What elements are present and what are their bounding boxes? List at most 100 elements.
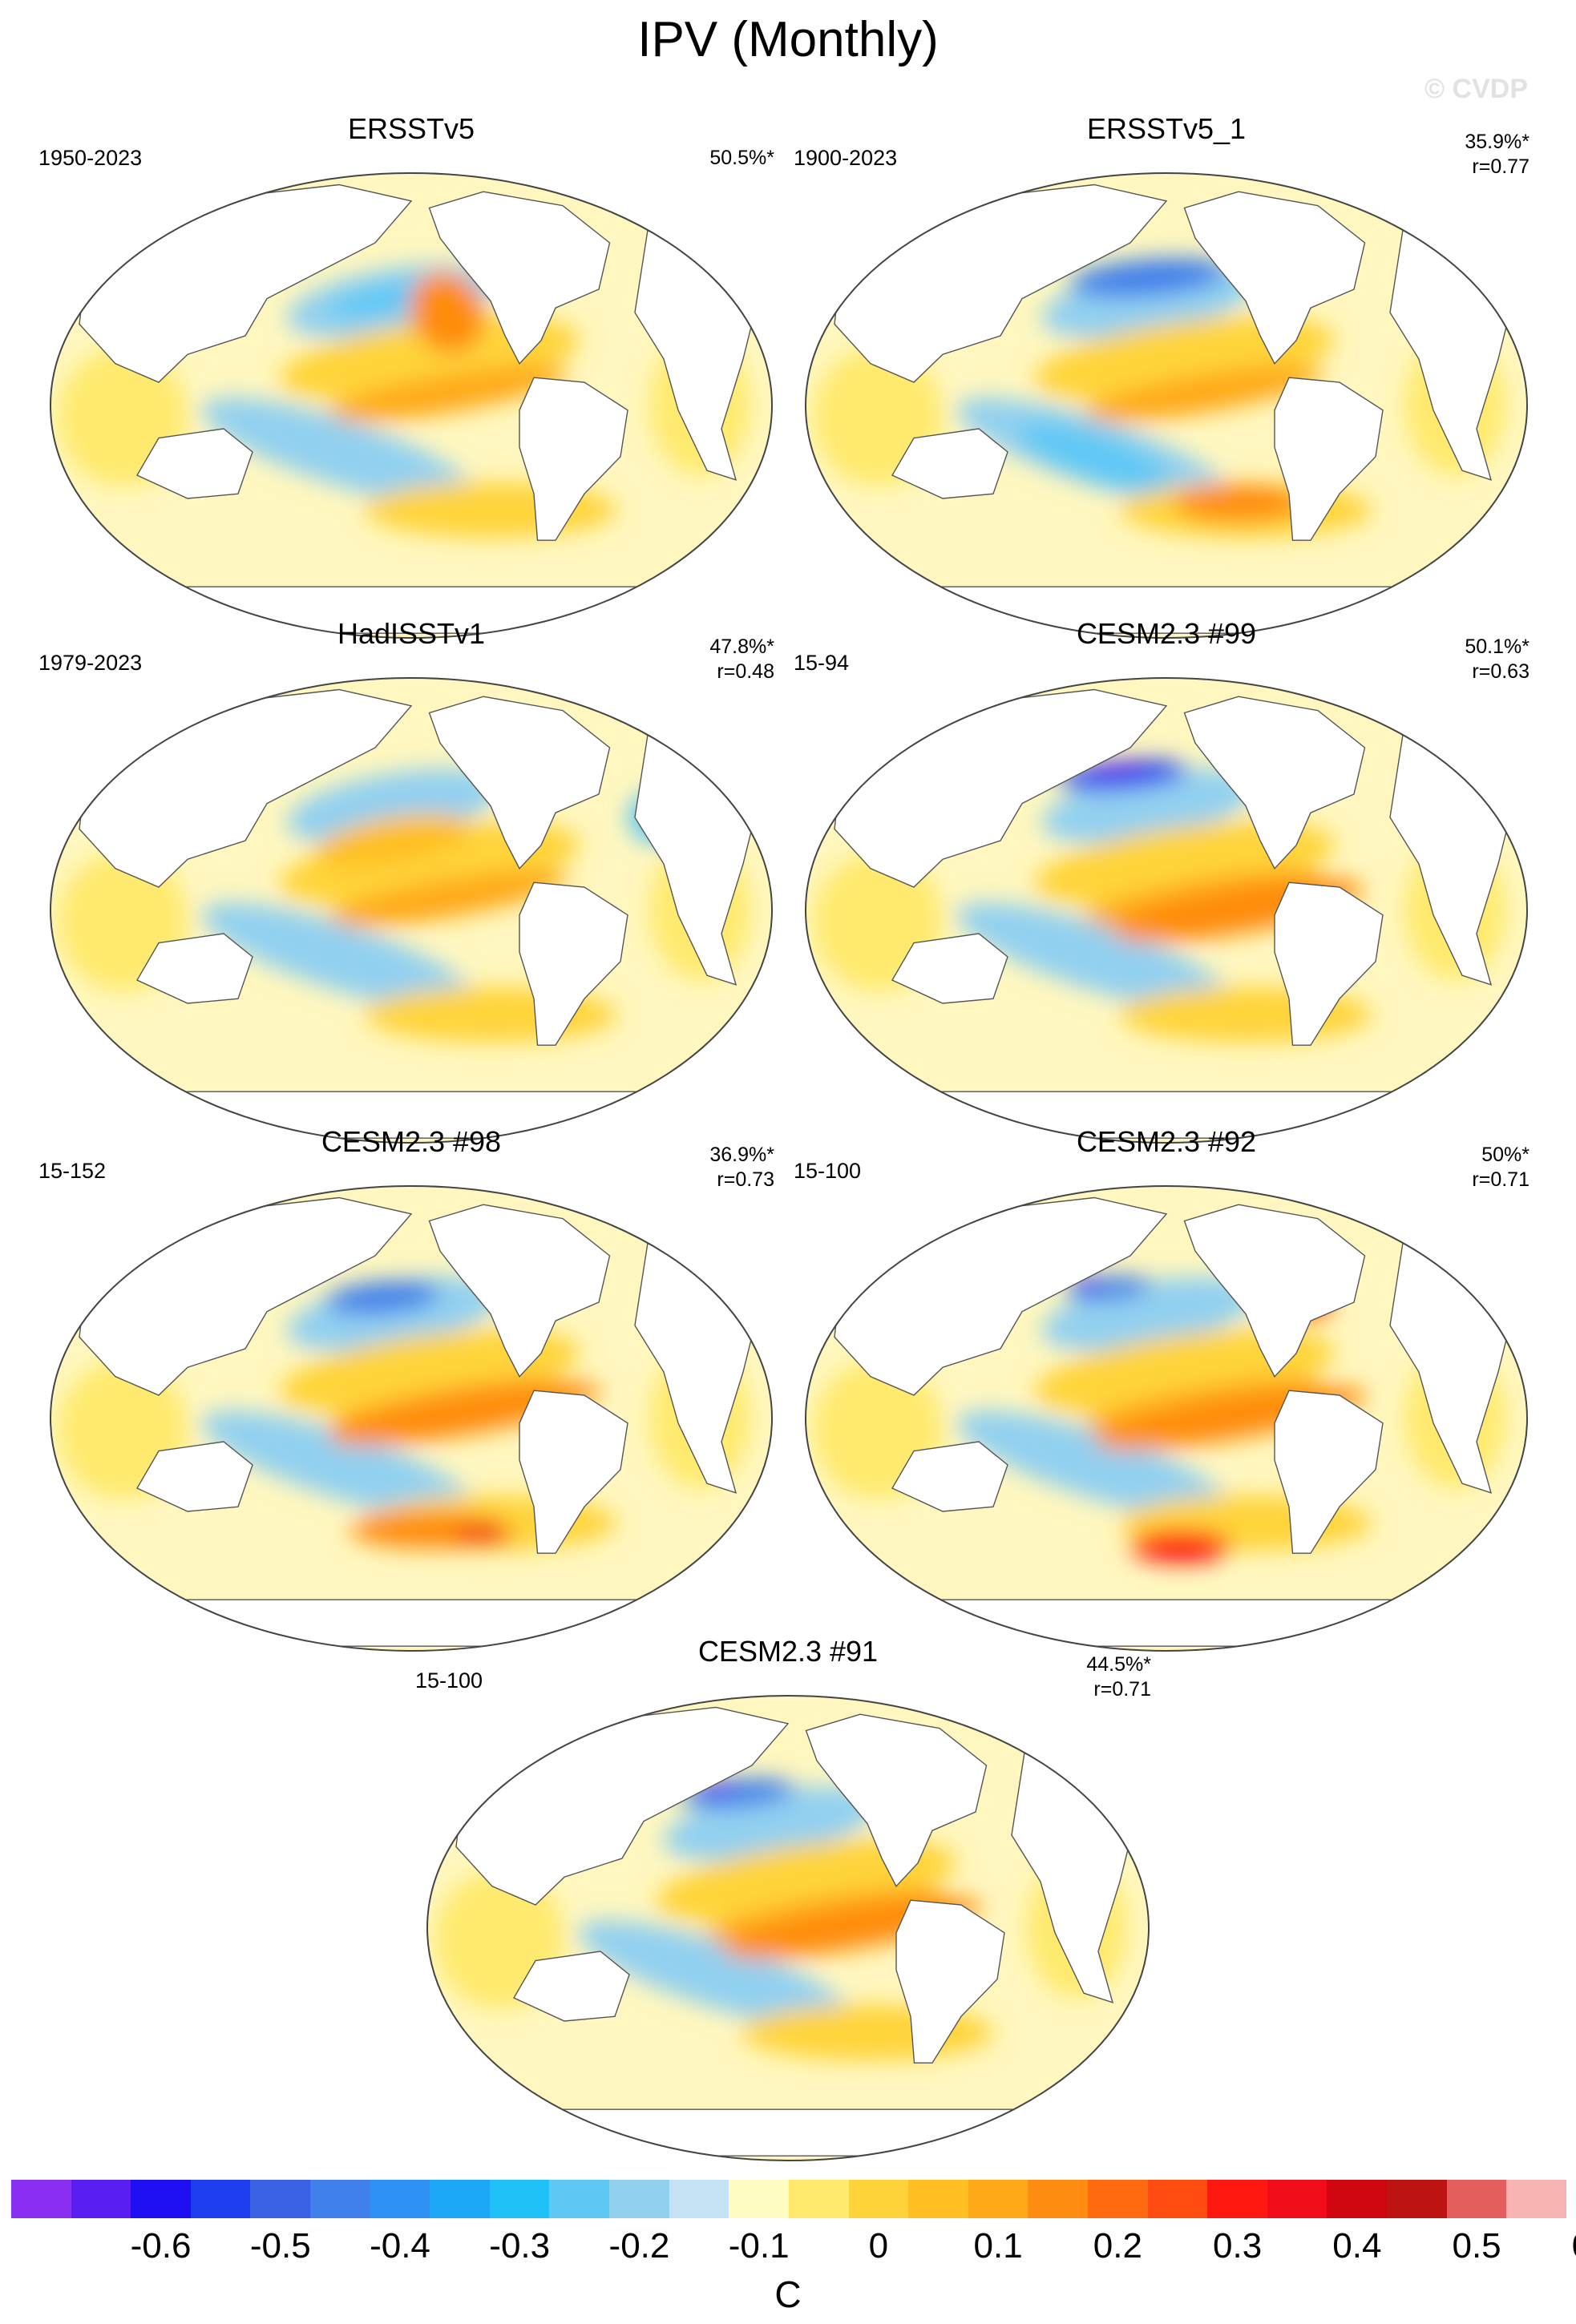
panel-pattern-correlation: r=0.77 <box>1472 155 1530 178</box>
panel-variance-pct: 35.9%* <box>1465 131 1530 153</box>
map-panel: CESM2.3 #92 15-100 50%* r=0.71 <box>794 1125 1539 1670</box>
colorbar-swatch <box>1506 2180 1566 2218</box>
panel-variance-pct: 50.1%* <box>1465 635 1530 658</box>
anomaly-region <box>325 1281 440 1315</box>
panel-period: 1950-2023 <box>38 146 143 170</box>
land-mask <box>136 428 253 499</box>
panel-stats: 35.9%* r=0.77 <box>1465 130 1530 180</box>
colorbar-swatch <box>609 2180 669 2218</box>
panel-title: CESM2.3 #91 <box>697 1635 879 1668</box>
colorbar-swatch <box>1087 2180 1148 2218</box>
panel-pattern-correlation: r=0.71 <box>1093 1678 1151 1701</box>
colorbar-tick-label: -0.6 <box>130 2226 192 2265</box>
panel-period: 1900-2023 <box>794 146 898 170</box>
land-mask <box>136 1441 253 1512</box>
map-outline <box>805 172 1528 639</box>
sst-regression-map <box>50 172 773 639</box>
colorbar-swatch <box>310 2180 370 2218</box>
land-mask <box>805 1713 988 1888</box>
panel-variance-pct: 44.5%* <box>1086 1653 1151 1676</box>
anomaly-region <box>956 1410 1232 1519</box>
anomaly-region <box>1130 1530 1231 1563</box>
map-outline <box>50 172 773 639</box>
sst-regression-map <box>805 677 1528 1144</box>
anomaly-region <box>956 902 1232 1011</box>
anomaly-region <box>455 1525 512 1544</box>
panel-pattern-correlation: r=0.71 <box>1472 1168 1530 1191</box>
panel-title: ERSSTv5 <box>347 112 475 145</box>
panel-variance-pct: 47.8%* <box>709 635 774 658</box>
colorbar-swatch <box>370 2180 430 2218</box>
colorbar-swatch <box>11 2180 71 2218</box>
panel-title: ERSSTv5_1 <box>1086 112 1247 145</box>
colorbar-tick-label: 0 <box>868 2226 889 2265</box>
cvdp-watermark: © CVDP <box>1424 74 1528 104</box>
panel-stats: 36.9%* r=0.73 <box>709 1143 774 1192</box>
land-mask <box>519 882 628 1046</box>
land-mask <box>1274 882 1384 1046</box>
colorbar <box>11 2180 1566 2218</box>
map-panel: ERSSTv5 1950-2023 50.5%* <box>38 112 784 657</box>
map-outline <box>426 1695 1150 2161</box>
anomaly-region <box>1019 422 1170 492</box>
land-mask <box>895 1899 1005 2064</box>
colorbar-swatch <box>190 2180 251 2218</box>
colorbar-tick-label: -0.1 <box>728 2226 790 2265</box>
figure-title: IPV (Monthly) <box>637 12 939 67</box>
colorbar-swatch <box>131 2180 191 2218</box>
colorbar-unit-label: C <box>774 2274 802 2315</box>
panel-stats: 44.5%* r=0.71 <box>1086 1652 1151 1702</box>
colorbar-tick-label: -0.4 <box>370 2226 430 2265</box>
land-mask <box>513 1951 630 2022</box>
sst-regression-map <box>805 172 1528 639</box>
anomaly-region <box>326 365 568 422</box>
land-mask <box>445 2108 1131 2157</box>
panel-stats: 47.8%* r=0.48 <box>709 635 774 684</box>
anomaly-region <box>1081 365 1323 422</box>
colorbar-swatch <box>1327 2180 1388 2218</box>
sst-regression-map <box>805 1185 1528 1652</box>
colorbar-swatch <box>71 2180 131 2218</box>
colorbar-swatch <box>968 2180 1028 2218</box>
land-mask <box>891 1441 1008 1512</box>
land-mask <box>1183 696 1366 870</box>
land-mask <box>519 377 628 541</box>
map-panel: HadISSTv1 1979-2023 47.8%* r=0.48 <box>38 617 784 1162</box>
sst-regression-map <box>426 1695 1150 2161</box>
land-mask <box>891 933 1008 1004</box>
colorbar-swatch <box>729 2180 789 2218</box>
anomaly-region <box>314 813 472 868</box>
land-mask <box>428 696 611 870</box>
panel-pattern-correlation: r=0.63 <box>1472 660 1530 683</box>
panel-pattern-correlation: r=0.48 <box>717 660 774 683</box>
colorbar-tick-label: 0.2 <box>1093 2226 1142 2265</box>
land-mask <box>428 1204 611 1378</box>
panel-pattern-correlation: r=0.73 <box>717 1168 774 1191</box>
sst-regression-map <box>50 1185 773 1652</box>
panel-variance-pct: 50.5%* <box>709 147 774 169</box>
land-mask <box>1274 377 1384 541</box>
panel-period: 15-100 <box>794 1159 862 1183</box>
land-mask <box>891 428 1008 499</box>
colorbar-swatch <box>788 2180 849 2218</box>
colorbar-swatch <box>1147 2180 1208 2218</box>
colorbar-tick-label: 0.6 <box>1572 2226 1576 2266</box>
land-mask <box>136 933 253 1004</box>
colorbar-swatch <box>1028 2180 1088 2218</box>
colorbar-tick-label: 0.1 <box>973 2226 1023 2265</box>
colorbar-swatch <box>1446 2180 1507 2218</box>
colorbar-tick-label: -0.3 <box>489 2226 551 2265</box>
colorbar-swatch <box>489 2180 550 2218</box>
anomaly-region <box>201 1410 477 1519</box>
anomaly-region <box>1069 257 1228 298</box>
map-outline <box>805 677 1528 1144</box>
map-outline <box>50 1185 773 1652</box>
map-outline <box>50 677 773 1144</box>
anomaly-region <box>1174 484 1303 522</box>
anomaly-region <box>578 1920 854 2029</box>
sst-regression-map <box>50 677 773 1144</box>
colorbar-swatch <box>669 2180 729 2218</box>
map-panel: CESM2.3 #91 15-100 44.5%* r=0.71 <box>415 1635 1161 2180</box>
map-panel: ERSSTv5_1 1900-2023 35.9%* r=0.77 <box>794 112 1539 657</box>
panel-period: 1979-2023 <box>38 651 143 675</box>
